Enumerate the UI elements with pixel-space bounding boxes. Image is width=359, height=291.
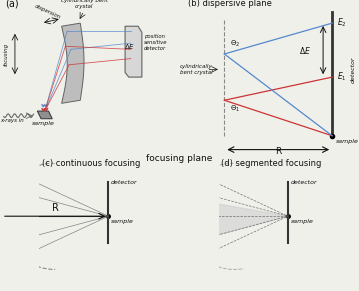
Text: sample: sample: [290, 219, 313, 223]
Text: dispersion: dispersion: [34, 3, 61, 19]
Text: position
sensitive
detector: position sensitive detector: [144, 34, 167, 51]
Text: (d) segmented focusing: (d) segmented focusing: [222, 159, 322, 168]
Text: detector: detector: [290, 180, 317, 185]
Text: R: R: [275, 147, 281, 156]
Text: R: R: [52, 203, 59, 213]
Text: x-rays in: x-rays in: [0, 118, 24, 123]
Text: (c) continuous focusing: (c) continuous focusing: [42, 159, 140, 168]
Text: sample: sample: [111, 219, 134, 223]
Text: detector: detector: [351, 56, 356, 83]
Text: $\Theta_1$: $\Theta_1$: [230, 104, 240, 114]
Text: focusing plane: focusing plane: [146, 154, 213, 163]
Text: $\Delta E$: $\Delta E$: [299, 45, 311, 56]
Text: sample: sample: [336, 139, 359, 144]
Text: $\Theta_2$: $\Theta_2$: [230, 39, 240, 49]
Text: $\Delta E$: $\Delta E$: [124, 42, 135, 51]
Polygon shape: [62, 23, 84, 103]
Polygon shape: [181, 198, 288, 243]
Text: cylindrically bent
crystal: cylindrically bent crystal: [61, 0, 107, 9]
Text: focusing: focusing: [4, 42, 9, 65]
Text: $E_1$: $E_1$: [337, 71, 347, 83]
Polygon shape: [37, 111, 52, 119]
Polygon shape: [125, 26, 142, 77]
Text: (a): (a): [6, 0, 19, 8]
Text: sample: sample: [32, 121, 54, 126]
Text: (b) dispersive plane: (b) dispersive plane: [188, 0, 272, 8]
Text: detector: detector: [111, 180, 137, 185]
Text: $E_2$: $E_2$: [337, 17, 347, 29]
Text: cylindrically
bent crystal: cylindrically bent crystal: [180, 64, 212, 75]
